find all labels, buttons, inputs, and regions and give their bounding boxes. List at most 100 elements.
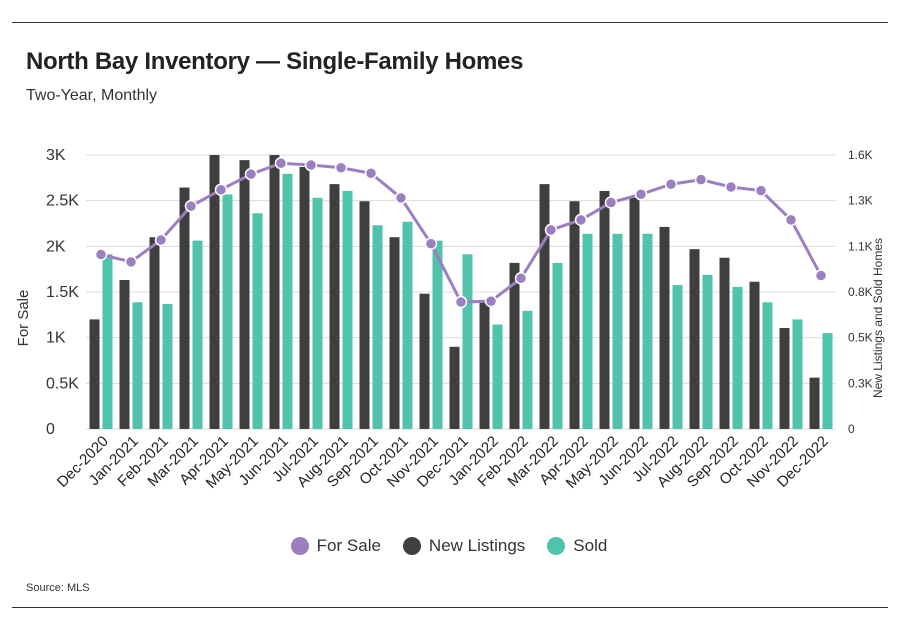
bar-new-listings — [149, 237, 160, 429]
bar-sold — [732, 286, 743, 429]
y-tick-label: 1.5K — [46, 284, 79, 301]
legend-item-for-sale: For Sale — [290, 536, 381, 556]
bar-sold — [672, 285, 683, 429]
point-for-sale — [244, 167, 258, 181]
point-for-sale — [814, 269, 828, 282]
line-for-sale — [100, 161, 823, 304]
bar-new-listings — [299, 166, 310, 430]
bar-new-listings — [269, 155, 280, 429]
y-right-tick-label: 1.6K — [848, 148, 873, 162]
bar-sold — [822, 333, 833, 429]
bar-new-listings — [569, 201, 580, 429]
legend-item-sold: Sold — [547, 536, 607, 556]
bar-new-listings — [119, 280, 130, 429]
legend-swatch-sold — [547, 537, 566, 555]
bottom-rule — [12, 607, 888, 608]
bar-sold — [792, 319, 803, 429]
bar-new-listings — [329, 184, 340, 429]
bar-new-listings — [239, 160, 250, 429]
bar-sold — [192, 240, 203, 429]
bar-sold — [462, 254, 473, 429]
point-for-sale — [784, 213, 798, 227]
chart-subtitle: Two-Year, Monthly — [26, 87, 158, 104]
bar-new-listings — [89, 319, 100, 429]
bar-new-listings — [389, 237, 400, 429]
point-for-sale — [754, 184, 768, 197]
bar-new-listings — [599, 190, 610, 429]
point-for-sale — [274, 156, 288, 170]
bar-sold — [642, 233, 653, 429]
point-for-sale — [544, 223, 558, 237]
bar-new-listings — [719, 257, 730, 429]
point-for-sale — [694, 173, 708, 186]
bar-new-listings — [449, 346, 460, 429]
point-for-sale — [394, 191, 408, 205]
point-for-sale — [574, 213, 588, 227]
y-tick-label: 1K — [46, 330, 66, 347]
y-tick-label: 0.5K — [46, 375, 79, 392]
y-right-tick-label: 0.5K — [848, 331, 873, 345]
y-tick-label: 0 — [46, 421, 55, 438]
bar-new-listings — [749, 281, 760, 429]
bar-new-listings — [659, 226, 670, 429]
point-for-sale — [304, 158, 318, 172]
bar-new-listings — [509, 262, 520, 429]
point-for-sale — [514, 272, 528, 285]
bar-new-listings — [359, 201, 370, 429]
point-for-sale — [454, 295, 468, 309]
y-tick-label: 2K — [46, 238, 66, 255]
top-rule — [12, 22, 888, 23]
point-for-sale — [334, 161, 348, 175]
point-for-sale — [124, 255, 138, 269]
bar-sold — [552, 262, 563, 429]
y-right-tick-label: 1.3K — [848, 194, 873, 208]
bar-new-listings — [629, 197, 640, 429]
bar-sold — [522, 310, 533, 429]
point-for-sale — [724, 180, 738, 194]
y-right-tick-label: 1.1K — [848, 239, 873, 253]
y-right-tick-label: 0.8K — [848, 285, 873, 299]
bar-new-listings — [209, 155, 220, 429]
bar-new-listings — [689, 249, 700, 429]
bar-sold — [582, 233, 593, 429]
bar-sold — [702, 274, 713, 429]
bar-new-listings — [779, 327, 790, 429]
point-for-sale — [94, 248, 108, 261]
legend-label-sold: Sold — [573, 536, 608, 555]
legend-label-new-listings: New Listings — [428, 536, 526, 555]
y-right-axis-title: New Listings and Sold Homes — [871, 238, 885, 398]
bar-sold — [402, 221, 413, 429]
chart-title: North Bay Inventory — Single-Family Home… — [26, 48, 524, 75]
bar-new-listings — [809, 377, 820, 429]
bar-sold — [762, 302, 773, 429]
bar-sold — [132, 302, 143, 429]
bar-sold — [372, 225, 383, 429]
bar-new-listings — [479, 302, 490, 429]
legend: For Sale New Listings Sold — [0, 536, 898, 556]
bar-sold — [162, 303, 173, 429]
bar-new-listings — [419, 293, 430, 429]
legend-label-for-sale: For Sale — [316, 536, 381, 555]
bar-sold — [432, 240, 443, 429]
bar-new-listings — [539, 184, 550, 429]
point-for-sale — [634, 188, 648, 201]
y-axis-title: For Sale — [15, 290, 32, 347]
legend-swatch-new-listings — [402, 537, 421, 555]
legend-swatch-for-sale — [290, 537, 309, 555]
y-right-tick-label: 0.3K — [848, 376, 873, 390]
bar-new-listings — [179, 187, 190, 429]
point-for-sale — [664, 177, 678, 191]
bar-sold — [102, 254, 113, 429]
bar-sold — [492, 324, 503, 429]
bar-sold — [282, 173, 293, 429]
point-for-sale — [604, 196, 618, 209]
point-for-sale — [154, 233, 168, 247]
point-for-sale — [484, 294, 498, 308]
legend-item-new-listings: New Listings — [402, 536, 526, 556]
bar-sold — [342, 190, 353, 429]
source-note: Source: MLS — [26, 582, 90, 594]
bar-sold — [612, 233, 623, 429]
bar-sold — [252, 213, 263, 429]
bar-sold — [222, 194, 233, 429]
